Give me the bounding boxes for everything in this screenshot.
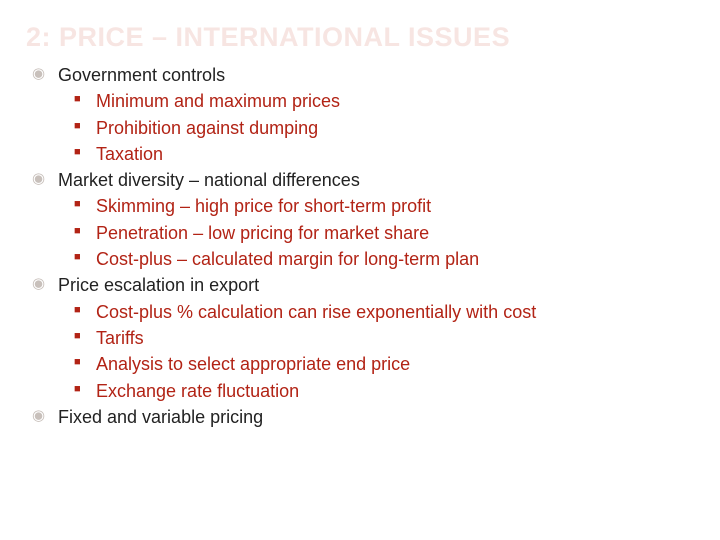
item-label: Government controls xyxy=(58,65,225,85)
list-item: Market diversity – national differences … xyxy=(58,168,690,271)
sub-item: Cost-plus % calculation can rise exponen… xyxy=(96,300,690,324)
sub-list: Skimming – high price for short-term pro… xyxy=(58,194,690,271)
slide-title: 2: PRICE – INTERNATIONAL ISSUES xyxy=(26,22,690,53)
sub-list: Cost-plus % calculation can rise exponen… xyxy=(58,300,690,403)
item-label: Market diversity – national differences xyxy=(58,170,360,190)
list-item: Government controls Minimum and maximum … xyxy=(58,63,690,166)
sub-item: Tariffs xyxy=(96,326,690,350)
sub-item: Skimming – high price for short-term pro… xyxy=(96,194,690,218)
sub-item: Penetration – low pricing for market sha… xyxy=(96,221,690,245)
sub-item: Analysis to select appropriate end price xyxy=(96,352,690,376)
sub-item: Exchange rate fluctuation xyxy=(96,379,690,403)
sub-item: Prohibition against dumping xyxy=(96,116,690,140)
item-label: Fixed and variable pricing xyxy=(58,407,263,427)
list-item: Fixed and variable pricing xyxy=(58,405,690,429)
sub-list: Minimum and maximum prices Prohibition a… xyxy=(58,89,690,166)
outline-list: Government controls Minimum and maximum … xyxy=(30,63,690,429)
list-item: Price escalation in export Cost-plus % c… xyxy=(58,273,690,402)
sub-item: Minimum and maximum prices xyxy=(96,89,690,113)
sub-item: Taxation xyxy=(96,142,690,166)
sub-item: Cost-plus – calculated margin for long-t… xyxy=(96,247,690,271)
item-label: Price escalation in export xyxy=(58,275,259,295)
